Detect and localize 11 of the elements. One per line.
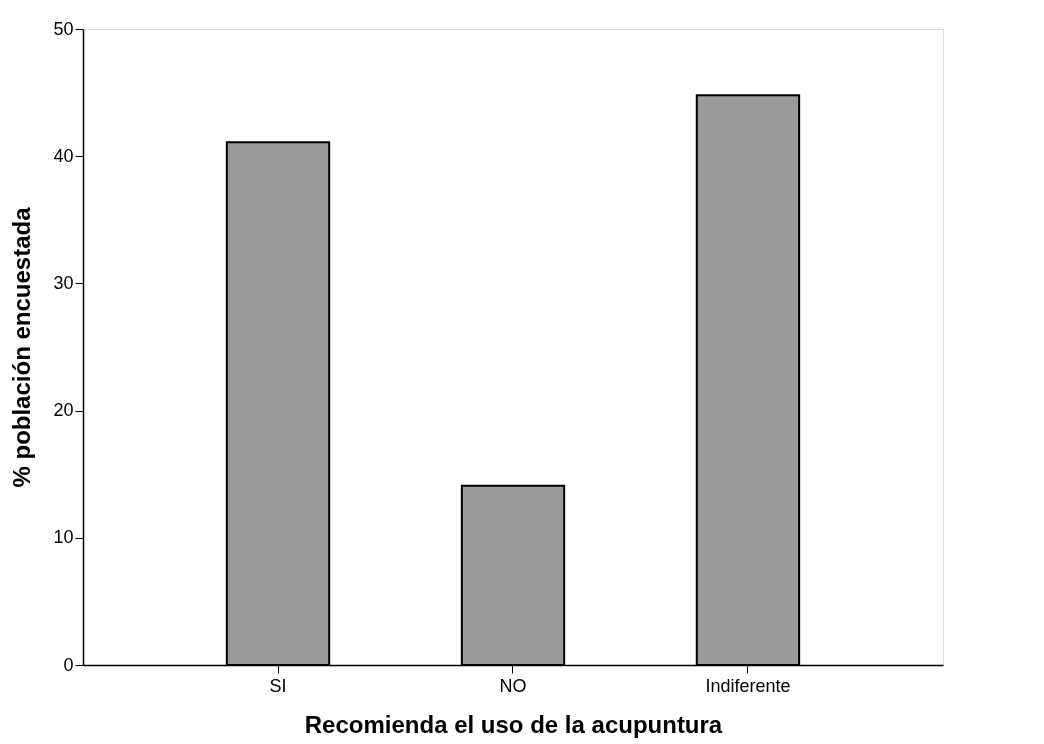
y-axis-title: % población encuestada xyxy=(8,206,36,488)
x-axis-title: Recomienda el uso de la acupuntura xyxy=(304,710,723,738)
y-tick-label: 30 xyxy=(53,272,74,293)
x-tick-label: Indiferente xyxy=(705,675,791,696)
y-tick-label: 50 xyxy=(53,18,74,39)
y-tick-label: 0 xyxy=(63,654,74,675)
x-tick-label: NO xyxy=(499,675,527,696)
y-tick-label: 40 xyxy=(53,145,74,166)
y-tick-label: 10 xyxy=(53,527,74,548)
y-tick-label: 20 xyxy=(53,400,74,421)
x-tick-label: SI xyxy=(269,675,287,696)
